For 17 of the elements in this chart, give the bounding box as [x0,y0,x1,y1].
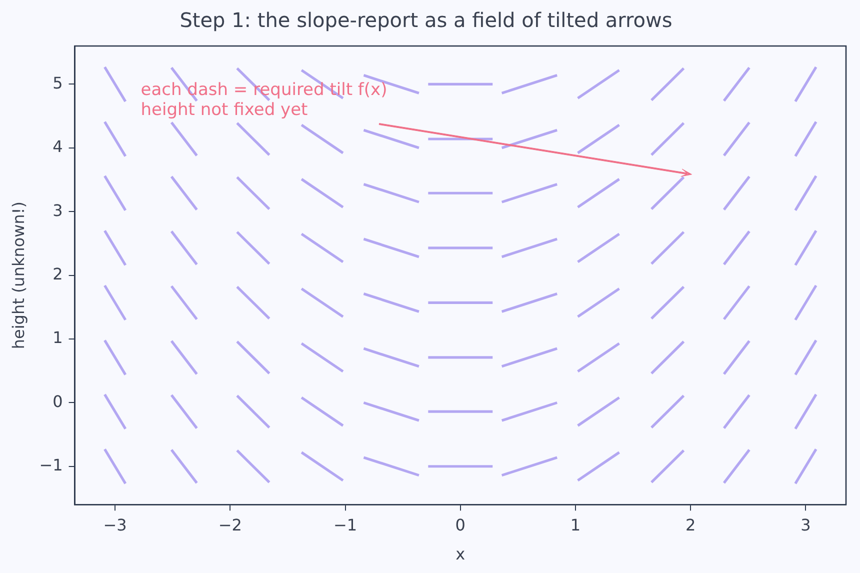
x-tick-label: 3 [800,515,811,534]
y-tick-label: −1 [39,456,63,475]
chart-title: Step 1: the slope-report as a field of tilted arrows [180,8,672,32]
y-tick-label: 4 [52,137,63,156]
y-tick-label: 0 [52,392,63,411]
x-axis-title: x [456,544,466,564]
x-tick-label: −3 [103,515,127,534]
y-tick-label: 1 [52,328,63,348]
x-tick-label: −1 [333,515,358,534]
y-tick-label: 3 [52,200,63,220]
x-tick-label: −2 [218,515,242,534]
x-tick-label: 2 [686,515,696,534]
x-tick-label: 1 [570,515,581,534]
y-tick-label: 2 [52,264,63,284]
y-tick-label: 5 [52,73,63,92]
x-tick-label: 0 [455,515,466,534]
y-axis-title: height (unknown!) [8,201,28,350]
